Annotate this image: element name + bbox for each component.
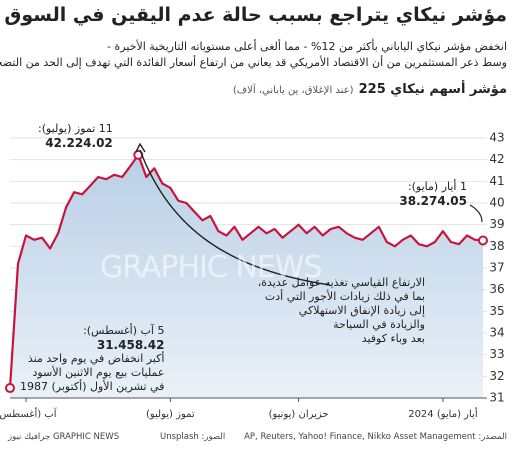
logo: GRAPHIC NEWS جرافيك نيوز xyxy=(8,432,120,442)
annotation-text: عمليات بيع يوم الاثنين الأسود xyxy=(32,366,165,379)
annotation-rally: الارتفاع القياسي تغذيه عوامل عديدة، بما … xyxy=(258,276,425,346)
annotation-value: 42.224.02 xyxy=(45,136,113,150)
subtitle: وسط ذعر المستثمرين من أن الاقتصاد الأمري… xyxy=(0,56,507,69)
y-tick-label: 37 xyxy=(489,261,504,275)
y-tick-label: 41 xyxy=(489,174,504,188)
x-tick-label: أيار (مايو) 2024 xyxy=(408,407,478,420)
annotation-text: والزيادة في السياحة xyxy=(333,318,425,331)
point-marker xyxy=(478,235,488,246)
y-tick-label: 35 xyxy=(489,304,504,318)
annotation-text: بما في ذلك زيادات الأجور التي أدت xyxy=(264,290,425,303)
point-marker xyxy=(5,383,15,394)
area xyxy=(10,154,483,398)
source: المصدر: AP, Reuters, Yahoo! Finance, Nik… xyxy=(244,432,507,442)
line xyxy=(8,153,484,389)
annotation-text: 11 تموز (يوليو): xyxy=(38,122,113,135)
arrow-head xyxy=(135,142,146,153)
y-tick-label: 34 xyxy=(489,326,504,340)
annotation-text: 5 آب (أغسطس): xyxy=(83,324,165,337)
arrow xyxy=(469,204,483,223)
y-tick-label: 38 xyxy=(489,239,504,253)
y-tick-label: 31 xyxy=(489,391,504,405)
annotation-peak: 11 تموز (يوليو): 42.224.02 xyxy=(38,122,113,150)
annotation-text: في تشرين الأول (أكتوبر) 1987 xyxy=(20,380,165,393)
annotation-text: إلى زيادة الإنفاق الاستهلاكي xyxy=(298,304,425,317)
y-tick-label: 33 xyxy=(489,347,504,361)
annotation-value: 31.458.42 xyxy=(96,338,165,352)
y-tick-label: 42 xyxy=(489,152,504,166)
x-tick-label: حزيران (يونيو) xyxy=(269,409,329,420)
annotation-end: 1 أيار (مايو): 38.274.05 xyxy=(399,180,467,208)
x-tick-label: آب (أغسطس) xyxy=(0,407,58,420)
label: مؤشر أسهم نيكاي 225 xyxy=(358,82,507,97)
annotation-text: الارتفاع القياسي تغذيه عوامل عديدة، xyxy=(257,276,425,289)
subtitle: انخفض مؤشر نيكاي الياباني بأكثر من 12% -… xyxy=(107,40,507,53)
chart-label: مؤشر أسهم نيكاي 225 (عند الإغلاق، ين ياب… xyxy=(233,78,507,97)
annotation-text: أكبر انخفاض في يوم واحد منذ xyxy=(27,352,165,365)
watermark: GRAPHIC NEWS xyxy=(100,250,322,285)
photos: الصور: Unsplash xyxy=(160,432,226,442)
unit: (عند الإغلاق، ين ياباني، آلاف) xyxy=(232,85,354,96)
annotation-low: 5 آب (أغسطس): 31.458.42 أكبر انخفاض في ي… xyxy=(20,324,164,394)
chart-title: مؤشر نيكاي يتراجع بسبب حالة عدم اليقين ف… xyxy=(4,4,507,26)
x-tick-label: تموز (يوليو) xyxy=(146,409,195,420)
annotation-value: 38.274.05 xyxy=(399,194,467,208)
y-tick-label: 40 xyxy=(489,196,504,210)
y-tick-label: 39 xyxy=(489,217,504,231)
y-tick-label: 36 xyxy=(489,282,504,296)
annotation-text: 1 أيار (مايو): xyxy=(407,180,467,193)
y-tick-label: 43 xyxy=(489,131,504,145)
annotation-text: بعد وباء كوفيد xyxy=(361,332,425,345)
arrow xyxy=(139,149,331,286)
y-tick-label: 32 xyxy=(489,369,504,383)
